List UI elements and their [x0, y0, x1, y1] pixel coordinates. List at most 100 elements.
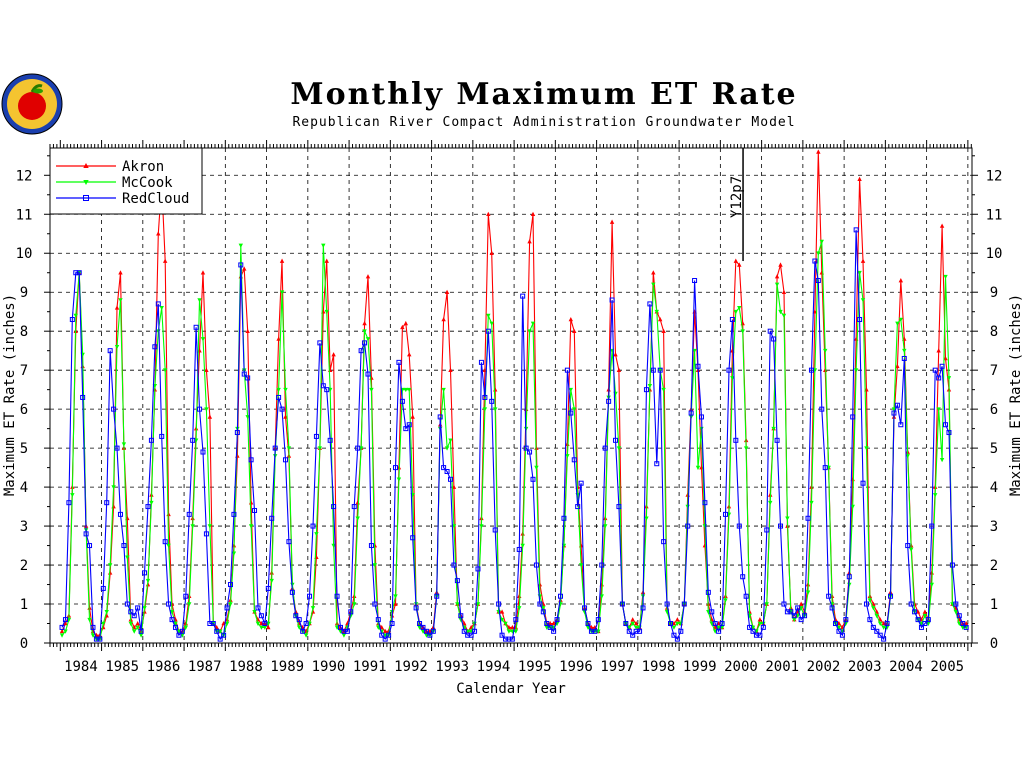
data-point: [540, 609, 546, 615]
data-point: [626, 628, 632, 634]
data-point: [269, 578, 274, 584]
data-point: [317, 340, 323, 346]
data-point: [860, 258, 866, 263]
series-line-redcloud: [61, 229, 967, 641]
y-tick-label-right: 3: [990, 519, 998, 535]
data-point: [238, 262, 244, 268]
data-point: [572, 407, 577, 412]
data-point: [444, 289, 450, 295]
data-point: [362, 320, 367, 326]
data-point: [640, 605, 646, 611]
data-point: [685, 523, 691, 529]
data-point: [454, 578, 460, 584]
data-point: [87, 617, 92, 623]
data-point: [492, 387, 498, 392]
data-point: [963, 624, 969, 630]
data-point: [104, 610, 109, 615]
data-point: [516, 546, 522, 552]
data-point: [527, 449, 533, 455]
data-point: [351, 504, 357, 510]
data-point: [857, 176, 862, 181]
x-tick-label: 2002: [807, 659, 841, 675]
data-point: [266, 624, 271, 630]
data-point: [805, 590, 811, 595]
data-point: [657, 316, 663, 322]
x-tick-label: 1995: [518, 659, 552, 675]
data-point: [372, 601, 378, 607]
data-point: [400, 324, 405, 330]
data-point: [255, 605, 261, 611]
data-point: [382, 628, 388, 634]
data-point: [166, 601, 172, 607]
data-point: [867, 617, 873, 623]
legend-marker: [83, 163, 89, 168]
data-point: [107, 563, 113, 568]
data-point: [368, 543, 374, 549]
plot-frame: [49, 147, 973, 644]
data-point: [740, 329, 745, 334]
data-point: [575, 504, 581, 510]
data-point: [430, 628, 436, 634]
data-point: [908, 547, 914, 552]
data-point: [362, 340, 368, 346]
data-point: [616, 446, 622, 451]
data-point: [245, 328, 250, 333]
data-point: [764, 527, 770, 533]
y-tick-label-left: 0: [20, 636, 28, 652]
data-point: [692, 348, 697, 354]
data-point: [403, 320, 409, 326]
data-point: [654, 461, 660, 467]
data-point: [513, 629, 519, 634]
data-point: [651, 282, 656, 287]
data-point: [358, 348, 364, 354]
data-point: [808, 367, 814, 373]
data-point: [561, 515, 567, 521]
data-point: [929, 582, 934, 588]
y-tick-label-right: 9: [990, 285, 998, 301]
data-point: [207, 621, 213, 627]
data-point: [737, 306, 742, 311]
data-point: [461, 628, 467, 634]
data-point: [100, 585, 106, 591]
y-tick-label-left: 10: [16, 246, 33, 262]
data-point: [410, 535, 416, 541]
legend-marker: [83, 180, 89, 185]
chart-subtitle: Republican River Compact Administration …: [292, 115, 795, 130]
data-point: [90, 624, 96, 630]
data-point: [289, 589, 295, 595]
data-point: [434, 593, 440, 599]
data-point: [898, 278, 904, 283]
data-point: [117, 511, 123, 517]
x-tick-label: 2004: [889, 659, 923, 675]
data-point: [444, 469, 450, 475]
data-point: [200, 337, 206, 342]
data-point: [599, 562, 605, 568]
data-point: [520, 543, 525, 549]
data-point: [231, 511, 237, 517]
data-point: [815, 278, 821, 284]
data-point: [905, 454, 910, 459]
data-point: [375, 617, 381, 623]
data-point: [190, 524, 195, 529]
data-point: [217, 636, 223, 642]
data-point: [757, 621, 763, 627]
data-point: [839, 632, 845, 638]
data-point: [510, 624, 515, 630]
data-point: [630, 621, 635, 627]
data-point: [169, 617, 175, 623]
y-tick-label-left: 11: [16, 207, 33, 223]
data-point: [389, 621, 395, 627]
data-point: [902, 348, 907, 354]
data-point: [448, 367, 453, 372]
data-point: [152, 344, 158, 350]
data-point: [922, 609, 928, 614]
data-point: [262, 625, 268, 630]
data-point: [104, 500, 110, 506]
data-point: [76, 270, 82, 276]
data-point: [365, 274, 371, 279]
data-point: [293, 613, 299, 619]
data-point: [492, 527, 498, 533]
data-point: [503, 621, 508, 627]
data-point: [282, 457, 288, 463]
data-point: [489, 398, 495, 404]
